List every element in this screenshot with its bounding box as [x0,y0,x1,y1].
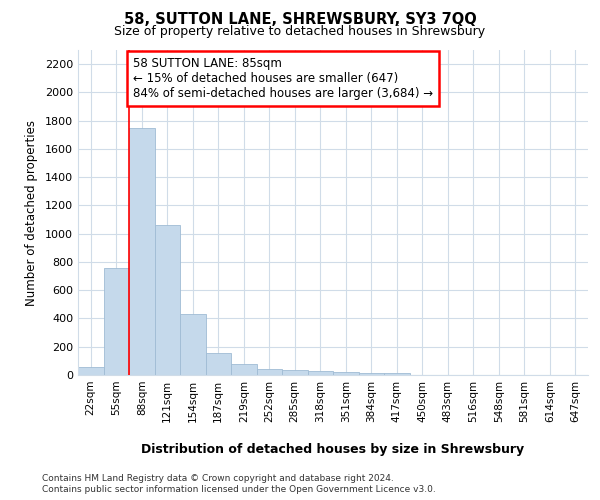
Y-axis label: Number of detached properties: Number of detached properties [25,120,38,306]
Text: 58, SUTTON LANE, SHREWSBURY, SY3 7QQ: 58, SUTTON LANE, SHREWSBURY, SY3 7QQ [124,12,476,28]
Bar [78,367,104,375]
Bar [205,353,231,375]
Bar [333,372,359,375]
Text: Contains HM Land Registry data © Crown copyright and database right 2024.: Contains HM Land Registry data © Crown c… [42,474,394,483]
Bar [384,373,409,375]
Bar [257,368,282,375]
Bar [308,372,333,375]
Bar [180,314,205,375]
Text: Distribution of detached houses by size in Shrewsbury: Distribution of detached houses by size … [142,442,524,456]
Bar [282,370,308,375]
Bar [359,373,384,375]
Bar [104,268,129,375]
Bar [129,128,155,375]
Bar [155,224,180,375]
Text: Contains public sector information licensed under the Open Government Licence v3: Contains public sector information licen… [42,485,436,494]
Text: 58 SUTTON LANE: 85sqm
← 15% of detached houses are smaller (647)
84% of semi-det: 58 SUTTON LANE: 85sqm ← 15% of detached … [133,57,433,100]
Bar [231,364,257,375]
Text: Size of property relative to detached houses in Shrewsbury: Size of property relative to detached ho… [115,25,485,38]
